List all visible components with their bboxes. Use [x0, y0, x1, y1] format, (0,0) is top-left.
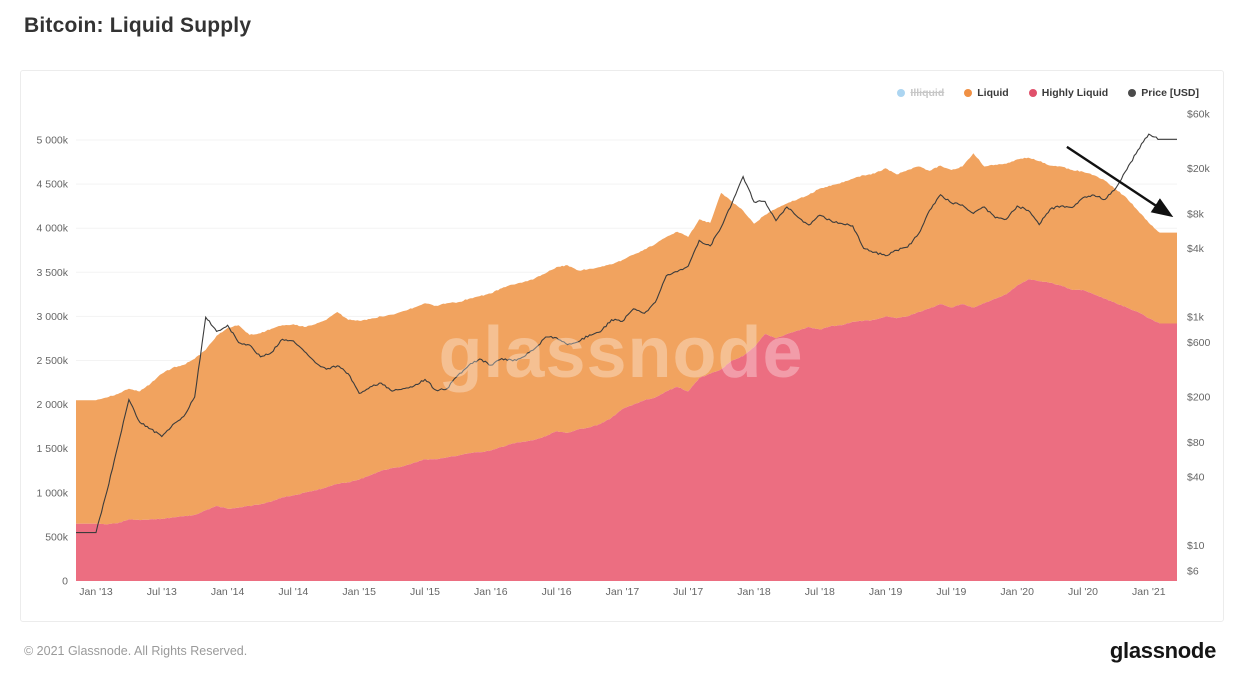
page-title: Bitcoin: Liquid Supply [24, 14, 252, 37]
svg-text:Jan '15: Jan '15 [342, 586, 376, 598]
legend-item-price-usd[interactable]: Price [USD] [1128, 87, 1199, 99]
legend-label: Liquid [977, 87, 1009, 99]
svg-text:$1k: $1k [1187, 312, 1205, 324]
svg-text:Jan '18: Jan '18 [737, 586, 771, 598]
svg-text:0: 0 [62, 576, 68, 588]
svg-text:4 500k: 4 500k [36, 179, 68, 191]
legend-dot [1128, 89, 1137, 97]
legend-item-highly-liquid[interactable]: Highly Liquid [1028, 87, 1109, 99]
svg-text:2 500k: 2 500k [36, 355, 68, 367]
svg-text:Jan '16: Jan '16 [474, 586, 508, 598]
svg-text:$200: $200 [1187, 392, 1211, 404]
svg-text:Jul '13: Jul '13 [147, 586, 177, 598]
svg-text:1 500k: 1 500k [36, 443, 68, 455]
legend-label: Illiquid [910, 87, 945, 99]
legend-dot [1028, 89, 1037, 97]
svg-text:Jan '21: Jan '21 [1132, 586, 1166, 598]
right-axis-labels: $60k $20k $8k $4k $1k $600 $200 $80 $40 $10 $6 [1187, 109, 1211, 578]
svg-text:Jul '19: Jul '19 [936, 586, 966, 598]
svg-text:Jul '14: Jul '14 [278, 586, 308, 598]
glassnode-logo: glassnode [1109, 638, 1216, 663]
legend: Illiquid Liquid Highly Liquid Price [USD] [897, 87, 1199, 99]
left-axis-labels: 0 500k 1 000k 1 500k 2 000k 2 500k 3 000k 3 500… [36, 135, 68, 588]
svg-text:Jan '19: Jan '19 [869, 586, 903, 598]
footer-copyright: © 2021 Glassnode. All Rights Reserved. [24, 644, 248, 658]
x-axis-labels: Jan '13 Jul '13 Jan '14 Jul '14 Jan '15 Jul '… [79, 586, 1165, 598]
svg-text:Jan '20: Jan '20 [1000, 586, 1034, 598]
svg-text:Jan '13: Jan '13 [79, 586, 113, 598]
svg-text:$6: $6 [1187, 566, 1199, 578]
legend-dot [897, 89, 906, 97]
svg-text:Jul '15: Jul '15 [410, 586, 440, 598]
svg-text:2 000k: 2 000k [36, 399, 68, 411]
svg-text:$40: $40 [1187, 471, 1205, 483]
svg-text:Jan '17: Jan '17 [606, 586, 640, 598]
svg-text:$20k: $20k [1187, 163, 1211, 175]
svg-text:$80: $80 [1187, 437, 1205, 449]
svg-text:3 000k: 3 000k [36, 311, 68, 323]
svg-text:Jul '18: Jul '18 [805, 586, 835, 598]
chart-card: Jan '13 Jul '13 Jan '14 Jul '14 Jan '15 Jul '… [20, 70, 1224, 622]
svg-text:500k: 500k [45, 531, 69, 543]
legend-dot [964, 89, 973, 97]
svg-text:1 000k: 1 000k [36, 487, 68, 499]
downtrend-arrow [1066, 145, 1174, 218]
svg-text:5 000k: 5 000k [36, 135, 68, 147]
legend-label: Price [USD] [1141, 87, 1199, 99]
svg-text:3 500k: 3 500k [36, 267, 68, 279]
price-line [76, 133, 1177, 534]
svg-text:$60k: $60k [1187, 109, 1211, 121]
svg-text:Jul '17: Jul '17 [673, 586, 703, 598]
legend-item-illiquid[interactable]: Illiquid [897, 87, 944, 99]
svg-text:Jul '20: Jul '20 [1068, 586, 1098, 598]
highly-liquid-area [76, 279, 1177, 581]
svg-text:4 000k: 4 000k [36, 223, 68, 235]
svg-text:$600: $600 [1187, 337, 1211, 349]
chart-svg[interactable]: Jan '13 Jul '13 Jan '14 Jul '14 Jan '15 Jul '… [21, 71, 1223, 621]
svg-text:$4k: $4k [1187, 243, 1205, 255]
svg-text:$10: $10 [1187, 540, 1205, 552]
svg-text:Jul '16: Jul '16 [542, 586, 572, 598]
svg-text:Jan '14: Jan '14 [211, 586, 245, 598]
liquid-area [76, 153, 1177, 525]
legend-label: Highly Liquid [1041, 87, 1109, 99]
svg-text:$8k: $8k [1187, 209, 1205, 221]
legend-item-liquid[interactable]: Liquid [964, 87, 1009, 99]
